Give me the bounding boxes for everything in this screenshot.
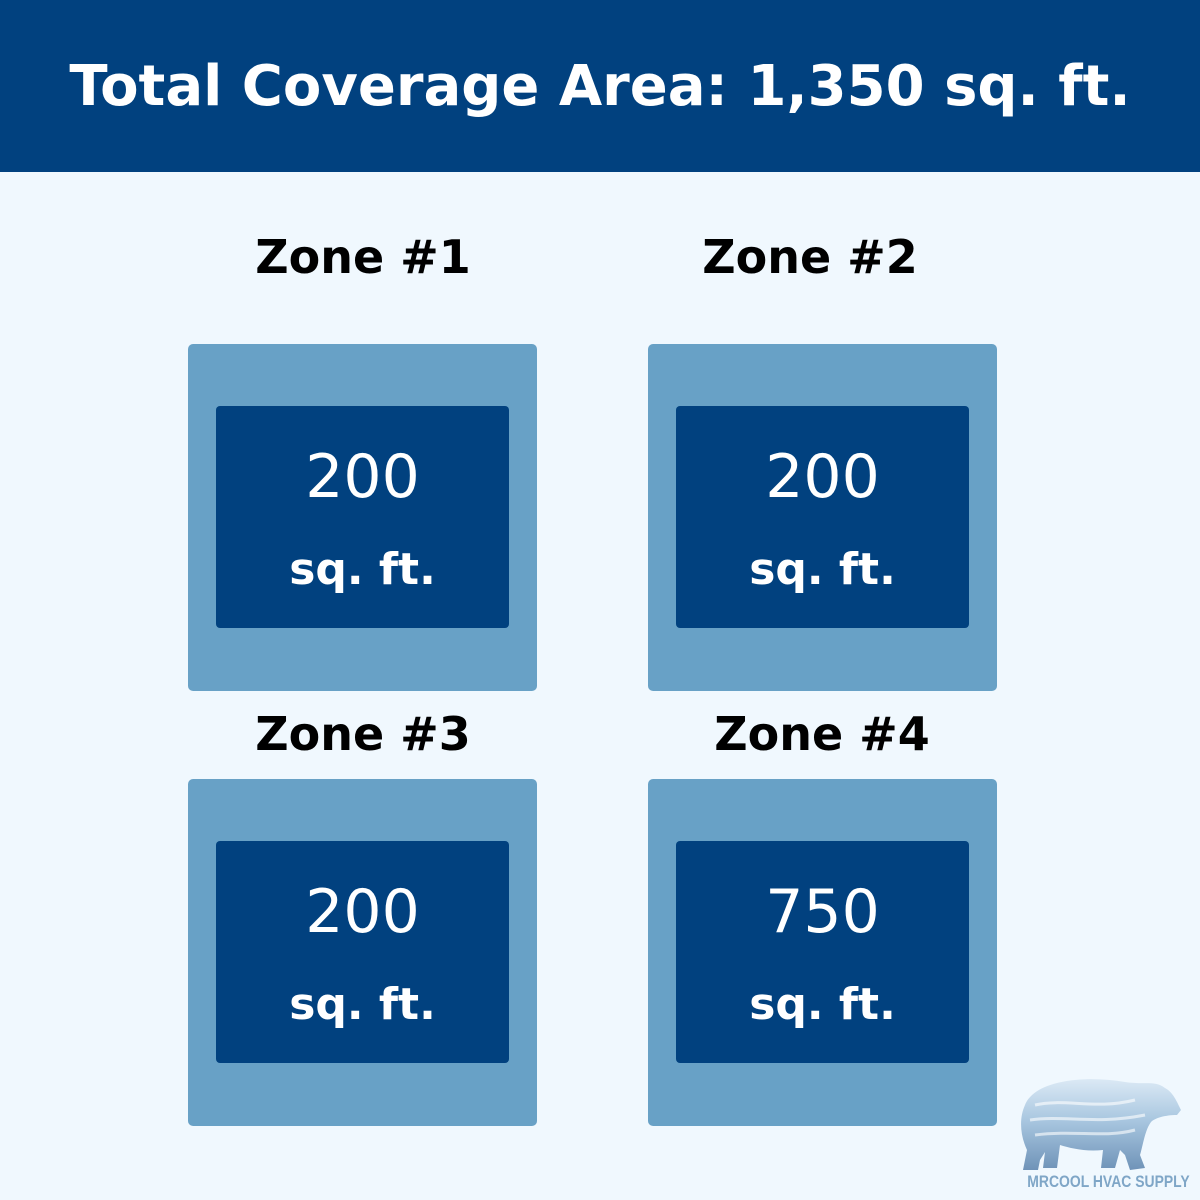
- header-banner: Total Coverage Area: 1,350 sq. ft.: [0, 0, 1200, 172]
- logo-text: MRCOOL HVAC SUPPLY: [1027, 1172, 1190, 1191]
- zone-4-label: Zone #4: [714, 707, 930, 761]
- zone-1-area-unit: sq. ft.: [289, 544, 436, 595]
- zone-1-label: Zone #1: [255, 230, 471, 284]
- zone-4-area-unit: sq. ft.: [749, 979, 896, 1030]
- zone-2-box: 200 sq. ft.: [648, 344, 997, 691]
- zone-3-area-unit: sq. ft.: [289, 979, 436, 1030]
- zone-2-area-value: 200: [765, 442, 880, 512]
- zone-4-area-card: 750 sq. ft.: [676, 841, 969, 1063]
- page-title: Total Coverage Area: 1,350 sq. ft.: [69, 53, 1131, 119]
- zone-3-area-value: 200: [305, 877, 420, 947]
- zone-2-area-unit: sq. ft.: [749, 544, 896, 595]
- polar-bear-icon: [1021, 1079, 1181, 1170]
- zone-1-area-card: 200 sq. ft.: [216, 406, 509, 628]
- zone-4-area-value: 750: [765, 877, 880, 947]
- zone-3-box: 200 sq. ft.: [188, 779, 537, 1126]
- zone-3-area-card: 200 sq. ft.: [216, 841, 509, 1063]
- zone-3-label: Zone #3: [255, 707, 471, 761]
- zone-2-area-card: 200 sq. ft.: [676, 406, 969, 628]
- zone-4-box: 750 sq. ft.: [648, 779, 997, 1126]
- zone-1-area-value: 200: [305, 442, 420, 512]
- zone-1-box: 200 sq. ft.: [188, 344, 537, 691]
- zone-2-label: Zone #2: [702, 230, 918, 284]
